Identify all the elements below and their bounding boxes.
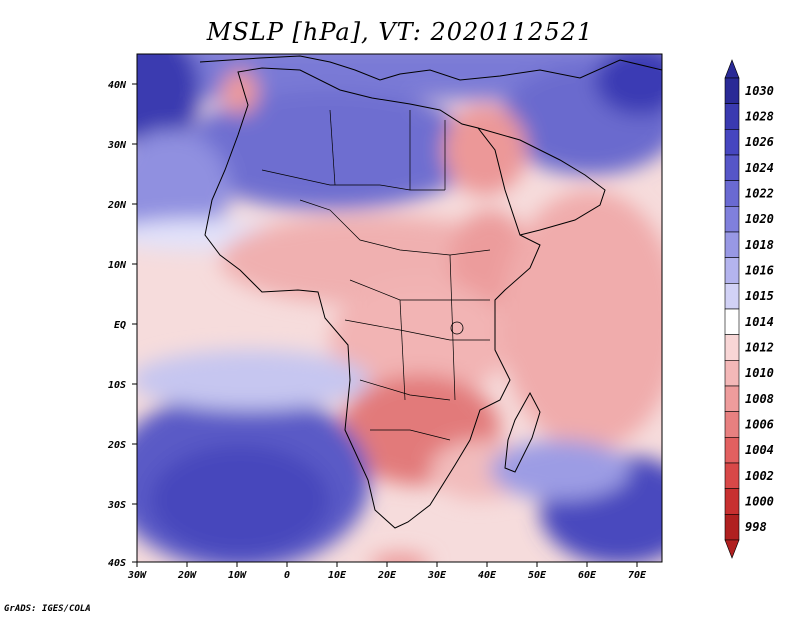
africa-coastline — [204, 67, 541, 529]
colorbar-label: 1026 — [745, 135, 774, 149]
lon-axis: 30W 20W 10W 0 10E 20E 30E 40E 50E 60E 70… — [127, 562, 647, 581]
colorbar-cell — [724, 77, 740, 104]
nile-low — [443, 105, 527, 195]
colorbar-label: 1016 — [745, 264, 774, 278]
lat-axis: 40N 30N 20N 10N EQ 10S 20S 30S 40S — [107, 80, 137, 569]
plot-frame — [136, 53, 663, 563]
bottom-low — [370, 553, 430, 562]
lat-label: 10N — [108, 260, 127, 271]
lat-label: 20S — [107, 440, 126, 451]
colorbar-cell — [724, 360, 740, 387]
colorbar-label: 1020 — [745, 212, 774, 226]
colorbar-label: 1018 — [745, 238, 774, 252]
europe-coastline — [199, 55, 662, 81]
lat-label: 10S — [108, 380, 126, 391]
lon-label: 40E — [478, 570, 497, 581]
indian-ocean-low — [500, 190, 662, 450]
colorbar-cell — [724, 334, 740, 361]
colorbar-cell — [724, 257, 740, 284]
morocco-low — [222, 70, 258, 114]
lat-label: 20N — [107, 200, 127, 211]
colorbar-cell — [724, 180, 740, 207]
colorbar-cell — [724, 283, 740, 310]
colorbar-label: 1030 — [745, 84, 774, 98]
lon-label: 10W — [228, 570, 247, 581]
south-atlantic-edge — [137, 350, 370, 410]
grads-credit: GrADS: IGES/COLA — [4, 604, 91, 614]
colorbar-label: 1006 — [745, 418, 774, 432]
colorbar-cell — [724, 231, 740, 258]
colorbar-label: 1014 — [745, 315, 774, 329]
south-indian-edge — [490, 440, 630, 500]
colorbar-cell — [724, 154, 740, 181]
colorbar-cell — [724, 411, 740, 438]
lon-label: 30E — [427, 570, 447, 581]
colorbar-cell — [724, 129, 740, 156]
colorbar-label: 1000 — [745, 495, 774, 509]
colorbar-cell — [724, 103, 740, 130]
colorbar-bottom-arrow — [724, 539, 740, 559]
central-africa-low — [330, 280, 510, 400]
colorbar-label: 1002 — [745, 469, 774, 483]
lon-label: 10E — [328, 570, 347, 581]
colorbar-cell — [724, 462, 740, 489]
madagascar-coastline — [504, 391, 541, 473]
colorbar-cell — [724, 385, 740, 412]
nw-atlantic-high — [137, 54, 200, 150]
map-title: MSLP [hPa], VT: 2020112521 — [206, 18, 594, 46]
colorbar-label: 1024 — [745, 161, 774, 175]
colorbar-label: 1012 — [745, 341, 774, 355]
colorbar-label: 1010 — [745, 366, 774, 380]
lon-label: 70E — [628, 570, 647, 581]
colorbar-label: 1015 — [745, 289, 774, 303]
lon-label: 20W — [177, 570, 197, 581]
colorbar-cell — [724, 437, 740, 464]
arabia-coastline — [477, 127, 606, 236]
pressure-field — [137, 54, 662, 562]
lat-label: 30N — [107, 140, 127, 151]
lon-label: 50E — [528, 570, 547, 581]
lat-label: 30S — [107, 500, 126, 511]
sahara-high — [180, 90, 480, 210]
colorbar-cell — [724, 308, 740, 335]
lon-label: 60E — [578, 570, 597, 581]
colorbar-cell — [724, 488, 740, 515]
colorbar-label: 1022 — [745, 187, 774, 201]
lon-label: 20E — [377, 570, 397, 581]
ne-corner-high — [595, 54, 662, 115]
colorbar-label: 1004 — [745, 443, 774, 457]
colorbar: 1030 1028 1026 1024 1022 1020 1018 1016 1015 1014… — [724, 59, 774, 559]
lat-label: EQ — [114, 320, 126, 331]
south-atlantic-core — [150, 445, 330, 555]
lon-label: 0 — [284, 570, 290, 581]
country-borders — [261, 109, 491, 441]
lake-victoria — [450, 321, 464, 335]
colorbar-label: 998 — [745, 520, 767, 534]
lon-label: 30W — [127, 570, 147, 581]
colorbar-label: 1028 — [745, 110, 774, 124]
lat-label: 40S — [108, 558, 126, 569]
colorbar-label: 1008 — [745, 392, 774, 406]
colorbar-top-arrow — [724, 59, 740, 79]
colorbar-cell — [724, 206, 740, 233]
lat-label: 40N — [108, 80, 127, 91]
colorbar-cell — [724, 514, 740, 541]
